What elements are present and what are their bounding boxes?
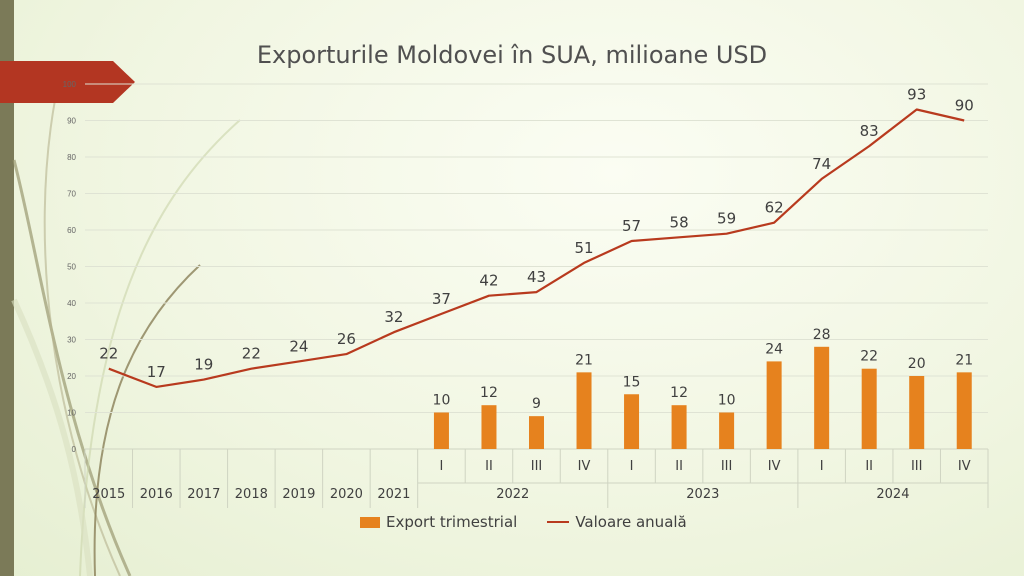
bar-data-label: 22 [860, 349, 878, 365]
y-tick-label: 30 [67, 336, 76, 345]
line-data-label: 22 [242, 345, 261, 363]
y-tick-label: 100 [63, 80, 77, 89]
legend-swatch-line [547, 521, 570, 523]
left-accent-bar [0, 0, 14, 576]
line-data-label: 22 [99, 345, 118, 363]
line-data-label: 74 [812, 155, 831, 173]
line-data-label: 42 [479, 272, 498, 290]
line-data-label: 93 [907, 86, 926, 104]
bar [433, 412, 449, 449]
line-data-label: 19 [194, 356, 213, 374]
x-tick-label: I [440, 459, 444, 474]
y-tick-label: 0 [72, 445, 77, 454]
x-tick-label: 2019 [282, 487, 315, 502]
x-tick-label: IV [768, 459, 781, 474]
legend-item-bars: Export trimestrial [360, 513, 517, 531]
bar-data-label: 9 [532, 396, 541, 412]
bar [766, 361, 782, 449]
y-tick-label: 40 [67, 299, 76, 308]
x-tick-label: I [820, 459, 824, 474]
x-tick-label: IV [958, 459, 971, 474]
line-data-label: 90 [955, 97, 974, 115]
x-group-label: 2022 [496, 487, 529, 502]
bar [909, 376, 925, 449]
line-data-label: 57 [622, 217, 641, 235]
bar [719, 412, 735, 449]
chart-legend: Export trimestrial Valoare anuală [360, 513, 687, 531]
bar-data-label: 15 [623, 374, 641, 390]
chart-title: Exporturile Moldovei în SUA, milioane US… [256, 41, 768, 69]
line-data-label: 26 [337, 330, 356, 348]
x-tick-label: 2016 [140, 487, 173, 502]
x-tick-label: II [675, 459, 683, 474]
y-tick-label: 60 [67, 226, 76, 235]
bar [814, 346, 830, 449]
y-tick-label: 70 [67, 190, 76, 199]
line-data-label: 43 [527, 268, 546, 286]
line-data-label: 17 [147, 363, 166, 381]
legend-label-line: Valoare anuală [575, 513, 687, 531]
line-data-label: 32 [384, 308, 403, 326]
x-tick-label: IV [578, 459, 591, 474]
x-tick-label: III [721, 459, 733, 474]
y-tick-label: 90 [67, 117, 76, 126]
bar-data-label: 21 [955, 352, 973, 368]
bar [624, 394, 640, 449]
line-series [108, 108, 965, 388]
x-tick-label: 2017 [187, 487, 220, 502]
bar-data-label: 10 [718, 393, 736, 409]
x-tick-label: III [531, 459, 543, 474]
bar-data-label: 28 [813, 327, 831, 343]
bar [529, 416, 544, 449]
x-tick-label: 2020 [330, 487, 363, 502]
bar [576, 372, 592, 449]
line-data-label: 59 [717, 210, 736, 228]
legend-swatch-bars [360, 516, 380, 528]
y-tick-label: 20 [67, 372, 76, 381]
x-group-label: 2024 [876, 487, 909, 502]
line-data-label: 58 [670, 213, 689, 231]
line-data-label: 51 [574, 239, 593, 257]
x-tick-label: 2021 [377, 487, 410, 502]
line-data-label: 37 [432, 290, 451, 308]
x-tick-label: III [911, 459, 923, 474]
x-tick-label: II [865, 459, 873, 474]
x-tick-label: 2015 [92, 487, 125, 502]
bar-data-label: 20 [908, 356, 926, 372]
bar-data-label: 10 [433, 393, 451, 409]
x-group-label: 2023 [686, 487, 719, 502]
y-tick-label: 10 [67, 409, 76, 418]
red-arrow-tab [0, 61, 135, 103]
legend-label-bars: Export trimestrial [386, 513, 518, 531]
x-tick-label: I [630, 459, 634, 474]
bar-data-label: 12 [480, 385, 498, 401]
legend-item-line: Valoare anuală [547, 513, 687, 531]
bar-data-label: 12 [670, 385, 688, 401]
bar-data-label: 24 [765, 341, 783, 357]
x-tick-label: II [485, 459, 493, 474]
x-tick-label: 2018 [235, 487, 268, 502]
line-data-label: 62 [765, 199, 784, 217]
bar [956, 372, 972, 449]
y-tick-label: 80 [67, 153, 76, 162]
line-data-label: 24 [289, 337, 308, 355]
bar-data-label: 21 [575, 352, 593, 368]
bar [481, 405, 497, 449]
bar [671, 405, 687, 449]
bar [861, 368, 877, 449]
y-tick-label: 50 [67, 263, 76, 272]
line-data-label: 83 [860, 122, 879, 140]
